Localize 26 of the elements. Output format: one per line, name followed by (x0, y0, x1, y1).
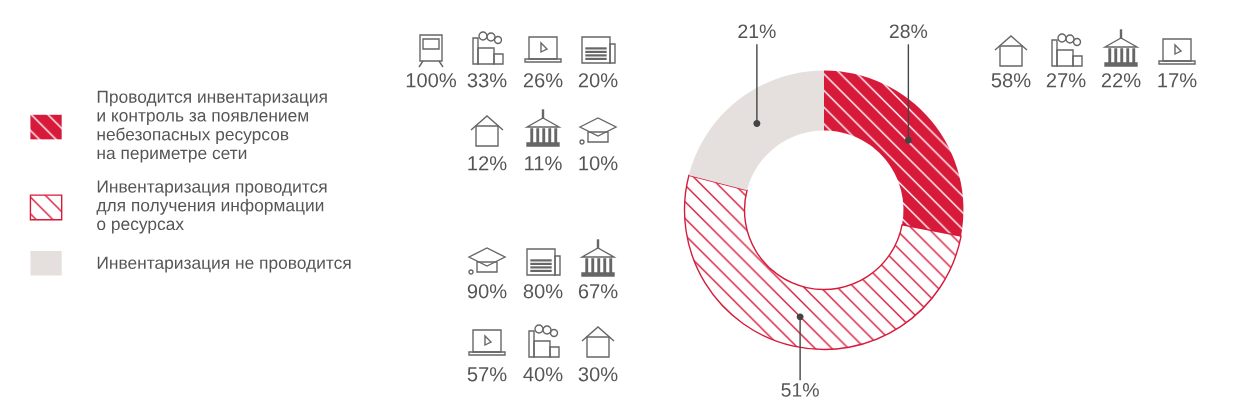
text: 40% (523, 367, 563, 382)
text: 30% (578, 367, 618, 382)
text: 58% (991, 73, 1031, 88)
donut-slice (688, 70, 824, 191)
text: 90% (467, 284, 507, 299)
data-label: 51% (781, 383, 819, 397)
text: 17% (1158, 73, 1197, 88)
text: 33% (467, 73, 507, 88)
text: 100% (406, 73, 457, 88)
data-label: 28% (889, 24, 928, 39)
text: 26% (523, 73, 563, 88)
donut-slice (824, 70, 964, 237)
donut-slice (683, 174, 962, 351)
text: 22% (1101, 73, 1141, 88)
text: 12% (468, 156, 507, 171)
data-label: 21% (738, 24, 776, 39)
text: 80% (523, 284, 563, 299)
text: 57% (467, 367, 507, 382)
legend-label: Проводится инвентаризация и контроль за появлением небезопасных ресурсов на периметре сети (97, 90, 327, 163)
legend-label: Инвентаризация не проводится (97, 256, 351, 273)
text: 27% (1046, 73, 1086, 88)
legend-label: Инвентаризация проводится для получения информации о ресурсах (96, 180, 327, 234)
text: 20% (578, 73, 618, 88)
text: 11% (525, 156, 562, 171)
text: 67% (578, 284, 618, 299)
text: 10% (579, 156, 618, 171)
